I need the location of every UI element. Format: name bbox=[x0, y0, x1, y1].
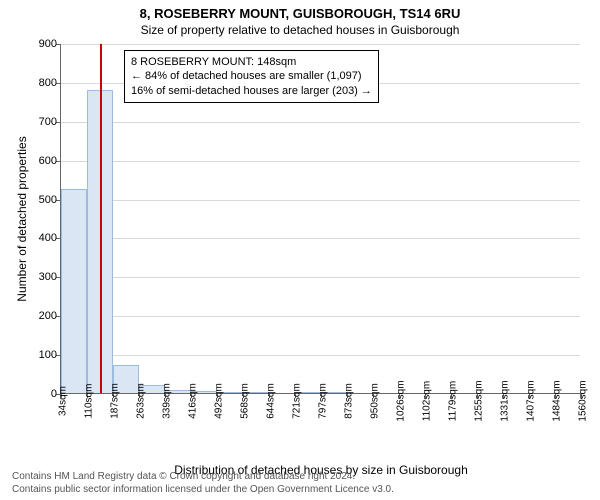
gridline-h bbox=[61, 238, 580, 239]
footer-line: Contains public sector information licen… bbox=[12, 484, 394, 497]
annotation-line: 16% of semi-detached houses are larger (… bbox=[131, 84, 372, 98]
x-tick-label: 416sqm bbox=[188, 383, 199, 419]
x-tick-label: 187sqm bbox=[110, 383, 121, 419]
x-tick-label: 797sqm bbox=[318, 383, 329, 419]
gridline-h bbox=[61, 316, 580, 317]
gridline-h bbox=[61, 122, 580, 123]
footer-attribution: Contains HM Land Registry data © Crown c… bbox=[12, 471, 394, 496]
y-axis-label: Number of detached properties bbox=[15, 136, 29, 301]
gridline-h bbox=[61, 200, 580, 201]
x-tick-label: 1331sqm bbox=[500, 380, 511, 421]
gridline-h bbox=[61, 44, 580, 45]
y-tick-label: 500 bbox=[31, 194, 57, 206]
chart-area: Number of detached properties Distributi… bbox=[60, 44, 580, 430]
footer-line: Contains HM Land Registry data © Crown c… bbox=[12, 471, 394, 484]
gridline-h bbox=[61, 161, 580, 162]
x-tick-label: 1560sqm bbox=[578, 380, 589, 421]
y-tick-label: 900 bbox=[31, 38, 57, 50]
x-tick-label: 1484sqm bbox=[552, 380, 563, 421]
x-tick-label: 263sqm bbox=[136, 383, 147, 419]
x-tick-label: 873sqm bbox=[344, 383, 355, 419]
x-tick-label: 568sqm bbox=[240, 383, 251, 419]
x-tick-label: 1102sqm bbox=[422, 381, 433, 421]
x-tick-label: 950sqm bbox=[370, 383, 381, 419]
y-tick-label: 800 bbox=[31, 77, 57, 89]
page-title: 8, ROSEBERRY MOUNT, GUISBOROUGH, TS14 6R… bbox=[0, 0, 600, 21]
gridline-h bbox=[61, 277, 580, 278]
x-tick-label: 644sqm bbox=[266, 383, 277, 419]
x-tick-label: 110sqm bbox=[84, 384, 95, 419]
x-tick-label: 339sqm bbox=[162, 383, 173, 419]
x-tick-label: 1407sqm bbox=[526, 380, 537, 421]
x-tick-label: 492sqm bbox=[214, 383, 225, 419]
annotation-line: 8 ROSEBERRY MOUNT: 148sqm bbox=[131, 55, 372, 69]
y-tick-label: 400 bbox=[31, 232, 57, 244]
x-tick-label: 1026sqm bbox=[396, 380, 407, 421]
x-tick bbox=[580, 393, 581, 398]
x-tick-label: 1255sqm bbox=[474, 380, 485, 421]
reference-line bbox=[100, 44, 102, 393]
y-tick-label: 100 bbox=[31, 349, 57, 361]
x-tick-label: 721sqm bbox=[292, 383, 303, 419]
y-tick-label: 600 bbox=[31, 155, 57, 167]
y-tick-label: 0 bbox=[31, 388, 57, 400]
annotation-line: ← 84% of detached houses are smaller (1,… bbox=[131, 69, 372, 83]
page-subtitle: Size of property relative to detached ho… bbox=[0, 21, 600, 41]
y-tick-label: 700 bbox=[31, 116, 57, 128]
histogram-bar bbox=[61, 189, 87, 393]
gridline-h bbox=[61, 355, 580, 356]
annotation-box: 8 ROSEBERRY MOUNT: 148sqm ← 84% of detac… bbox=[124, 50, 379, 103]
y-tick-label: 200 bbox=[31, 310, 57, 322]
x-tick-label: 34sqm bbox=[58, 386, 69, 416]
y-tick-label: 300 bbox=[31, 271, 57, 283]
x-tick-label: 1179sqm bbox=[448, 381, 459, 421]
